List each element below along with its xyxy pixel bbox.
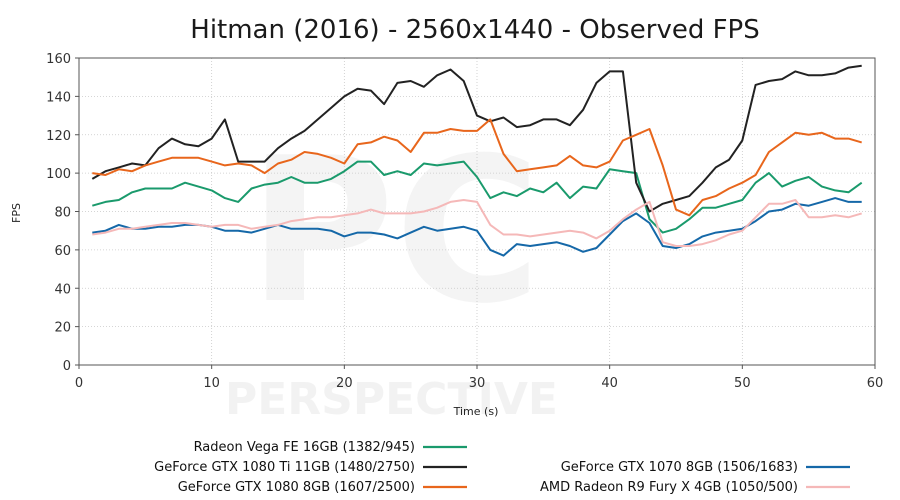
y-tick-label: 20 — [54, 321, 71, 336]
x-tick-label: 60 — [867, 376, 884, 391]
y-tick-label: 0 — [63, 359, 71, 374]
watermark-logo-pc: PC — [248, 115, 541, 348]
series-lines — [91, 64, 863, 257]
x-tick-label: 0 — [75, 376, 83, 391]
y-tick-label: 40 — [54, 282, 71, 297]
y-tick-label: 120 — [46, 129, 71, 144]
x-tick-label: 20 — [336, 376, 353, 391]
series-line-4 — [92, 197, 862, 257]
x-tick-label: 30 — [469, 376, 486, 391]
y-tick-label: 80 — [54, 206, 71, 221]
legend-label-1: Radeon Vega FE 16GB (1382/945) — [194, 440, 415, 455]
series-line-3 — [92, 118, 862, 217]
y-tick-label: 60 — [54, 244, 71, 259]
series-line-5 — [92, 199, 862, 247]
legend-label-4: GeForce GTX 1070 8GB (1506/1683) — [561, 460, 798, 475]
y-tick-label: 140 — [46, 90, 71, 105]
y-axis-label: FPS — [10, 203, 23, 223]
chart-title: Hitman (2016) - 2560x1440 - Observed FPS — [190, 15, 759, 45]
axes: 0 20 40 60 80 100 120 140 160 0 10 20 30 40 50 60 — [46, 52, 883, 391]
x-tick-label: 40 — [601, 376, 618, 391]
x-axis-label: Time (s) — [453, 405, 499, 418]
plot-frame — [78, 57, 876, 366]
legend-label-5: AMD Radeon R9 Fury X 4GB (1050/500) — [540, 480, 798, 495]
watermark-text: PERSPECTIVE — [225, 374, 558, 425]
x-tick-label: 50 — [734, 376, 751, 391]
series-line-2 — [91, 64, 862, 213]
x-tick-label: 10 — [203, 376, 220, 391]
series-line-1 — [92, 160, 863, 234]
legend-label-2: GeForce GTX 1080 Ti 11GB (1480/2750) — [154, 460, 415, 475]
y-tick-label: 100 — [46, 167, 71, 182]
legend: Radeon Vega FE 16GB (1382/945) GeForce GT… — [154, 440, 850, 495]
legend-label-3: GeForce GTX 1080 8GB (1607/2500) — [178, 480, 415, 495]
y-tick-label: 160 — [46, 52, 71, 67]
